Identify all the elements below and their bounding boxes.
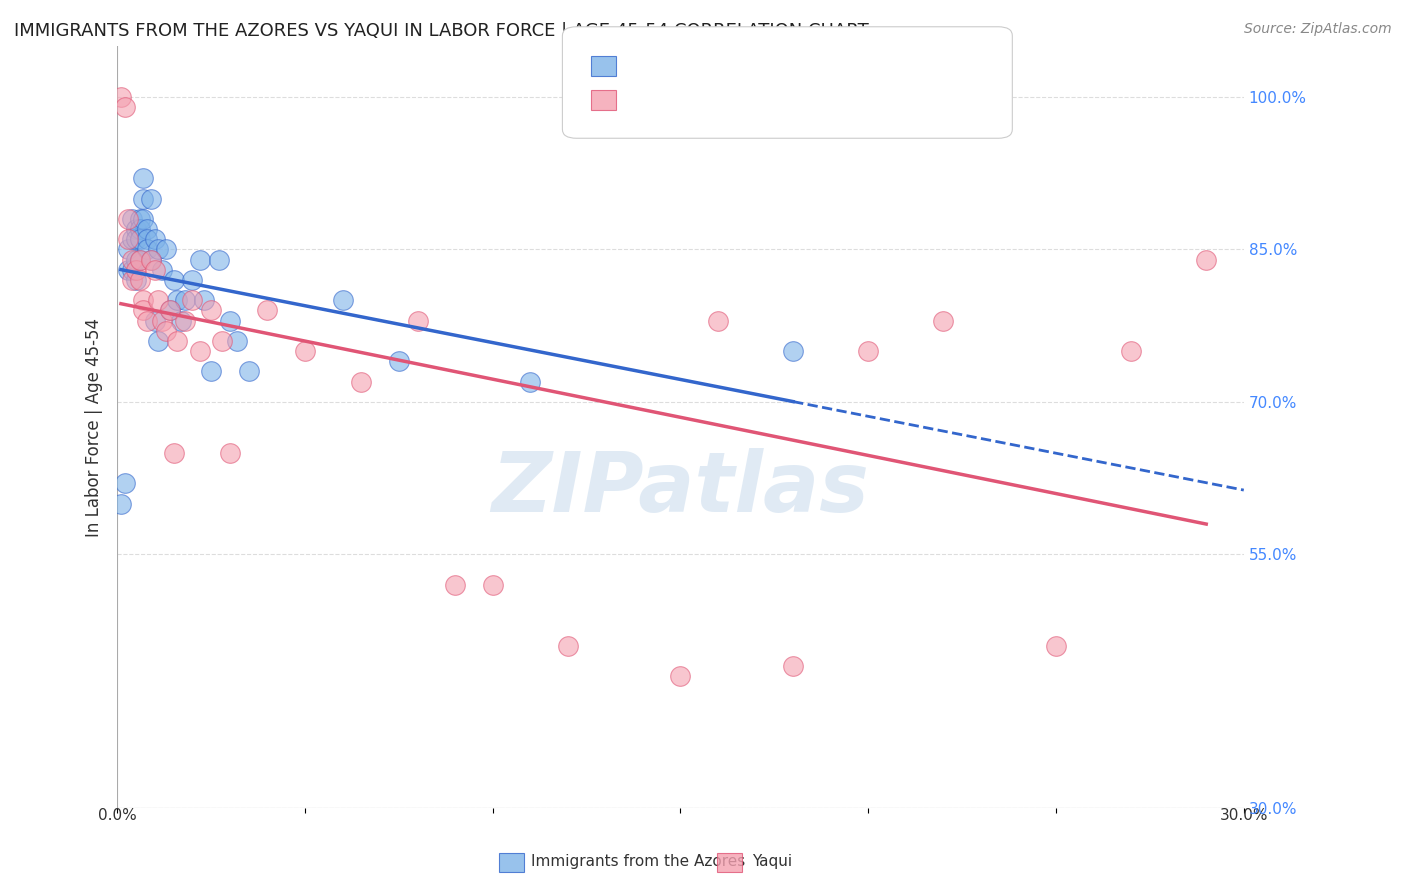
Point — [132, 303, 155, 318]
Point — [132, 192, 155, 206]
Point — [125, 222, 148, 236]
Point — [294, 344, 316, 359]
Point — [128, 252, 150, 267]
Text: R =  -0.164   N =  46: R = -0.164 N = 46 — [616, 56, 789, 74]
Point — [557, 639, 579, 653]
Point — [110, 497, 132, 511]
Point — [121, 252, 143, 267]
Point — [350, 375, 373, 389]
Point — [162, 273, 184, 287]
Point — [200, 303, 222, 318]
Point — [139, 192, 162, 206]
Point — [117, 212, 139, 227]
Point — [170, 313, 193, 327]
Point — [256, 303, 278, 318]
Point — [117, 232, 139, 246]
Point — [117, 262, 139, 277]
Text: IMMIGRANTS FROM THE AZORES VS YAQUI IN LABOR FORCE | AGE 45-54 CORRELATION CHART: IMMIGRANTS FROM THE AZORES VS YAQUI IN L… — [14, 22, 869, 40]
Point — [125, 232, 148, 246]
Point — [121, 232, 143, 246]
Point — [166, 334, 188, 348]
Point — [148, 334, 170, 348]
Point — [782, 659, 804, 673]
Point — [148, 293, 170, 308]
Point — [143, 313, 166, 327]
Text: 30.0%: 30.0% — [1219, 808, 1268, 823]
Point — [1045, 639, 1067, 653]
Point — [444, 578, 467, 592]
Point — [519, 375, 541, 389]
Point — [128, 222, 150, 236]
Point — [162, 446, 184, 460]
Point — [143, 232, 166, 246]
Point — [193, 293, 215, 308]
Point — [143, 262, 166, 277]
Point — [132, 171, 155, 186]
Point — [150, 313, 173, 327]
Point — [188, 252, 211, 267]
Point — [136, 232, 159, 246]
Point — [388, 354, 411, 368]
Point — [128, 252, 150, 267]
Point — [139, 252, 162, 267]
Point — [207, 252, 229, 267]
Point — [406, 313, 429, 327]
Point — [181, 293, 204, 308]
Point — [932, 313, 955, 327]
Point — [1119, 344, 1142, 359]
Text: Immigrants from the Azores: Immigrants from the Azores — [531, 855, 745, 869]
Point — [159, 303, 181, 318]
Point — [128, 212, 150, 227]
Point — [128, 232, 150, 246]
Point — [114, 476, 136, 491]
Point — [148, 243, 170, 257]
Point — [218, 446, 240, 460]
Point — [132, 212, 155, 227]
Point — [200, 364, 222, 378]
Point — [238, 364, 260, 378]
Point — [188, 344, 211, 359]
Y-axis label: In Labor Force | Age 45-54: In Labor Force | Age 45-54 — [86, 318, 103, 537]
Text: ZIPatlas: ZIPatlas — [492, 448, 869, 529]
Text: 0.0%: 0.0% — [98, 808, 136, 823]
Point — [211, 334, 233, 348]
Point — [159, 303, 181, 318]
Point — [110, 90, 132, 104]
Point — [181, 273, 204, 287]
Point — [481, 578, 503, 592]
Point — [136, 313, 159, 327]
Point — [121, 273, 143, 287]
Text: Source: ZipAtlas.com: Source: ZipAtlas.com — [1244, 22, 1392, 37]
Text: R =  -0.056   N =  41: R = -0.056 N = 41 — [616, 92, 789, 110]
Point — [1195, 252, 1218, 267]
Point — [858, 344, 880, 359]
Point — [155, 324, 177, 338]
Point — [128, 273, 150, 287]
Point — [139, 252, 162, 267]
Point — [226, 334, 249, 348]
Point — [173, 313, 195, 327]
Point — [155, 243, 177, 257]
Point — [114, 100, 136, 114]
Point — [669, 669, 692, 683]
Point — [136, 222, 159, 236]
Point — [121, 212, 143, 227]
Point — [218, 313, 240, 327]
Point — [117, 243, 139, 257]
Point — [166, 293, 188, 308]
Point — [150, 262, 173, 277]
Point — [136, 243, 159, 257]
Text: Yaqui: Yaqui — [752, 855, 793, 869]
Point — [132, 293, 155, 308]
Point — [173, 293, 195, 308]
Point — [125, 262, 148, 277]
Point — [125, 252, 148, 267]
Point — [782, 344, 804, 359]
Point — [707, 313, 730, 327]
Point — [121, 262, 143, 277]
Point — [332, 293, 354, 308]
Point — [125, 273, 148, 287]
